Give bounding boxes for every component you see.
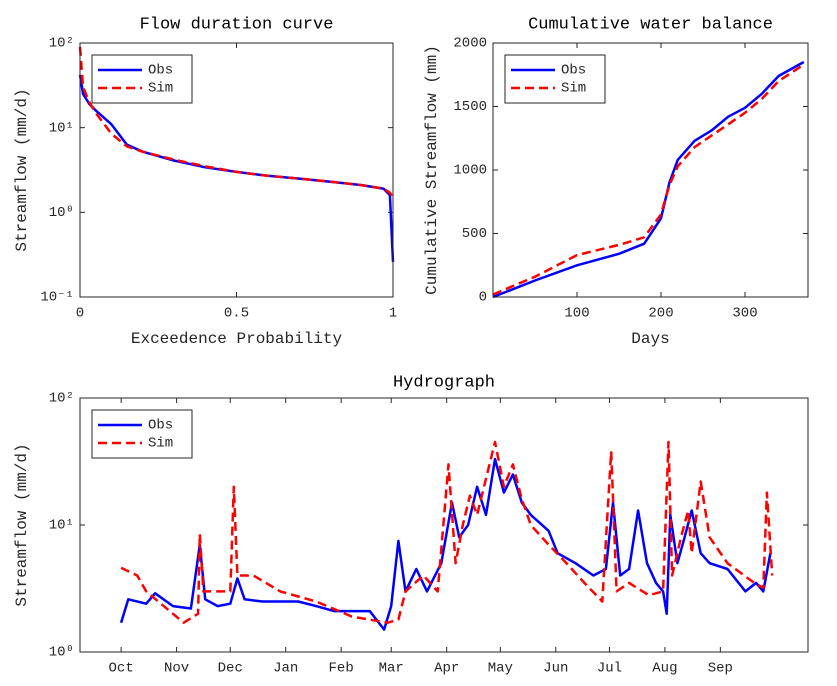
y-axis-label: Streamflow (mm/d) — [13, 443, 31, 606]
y-tick-label: 1500 — [453, 99, 487, 115]
y-tick-label: 10¹ — [49, 120, 74, 136]
x-tick-label: Jun — [543, 661, 568, 677]
series-line — [78, 46, 395, 199]
y-tick-label: 10⁻¹ — [40, 290, 74, 306]
x-tick-label: Feb — [329, 661, 354, 677]
chart-title: Flow duration curve — [140, 15, 334, 34]
legend-label: Sim — [561, 81, 586, 97]
axes-frame — [492, 42, 809, 298]
series-line — [492, 60, 805, 299]
x-tick-label: 0.5 — [224, 306, 249, 322]
legend-label: Sim — [148, 436, 173, 452]
legend-label: Obs — [148, 63, 173, 79]
legend-label: Sim — [148, 81, 173, 97]
legend-label: Obs — [148, 418, 173, 434]
legend-label: Obs — [561, 63, 586, 79]
legend-box — [504, 54, 606, 104]
chart-title: Cumulative water balance — [528, 15, 773, 34]
x-tick-label: 200 — [648, 306, 673, 322]
legend-box — [91, 54, 193, 104]
x-axis-label: Exceedence Probability — [131, 330, 343, 348]
y-tick-label: 0 — [479, 290, 487, 306]
y-tick-label: 10² — [49, 36, 74, 52]
chart-title: Hydrograph — [393, 373, 495, 392]
x-tick-label: 0 — [76, 306, 84, 322]
x-tick-label: May — [488, 661, 513, 677]
y-tick-label: 10⁰ — [49, 645, 74, 661]
x-tick-label: Jul — [597, 661, 622, 677]
x-tick-label: Aug — [652, 661, 677, 677]
x-tick-label: 1 — [389, 306, 397, 322]
y-tick-label: 10⁰ — [49, 205, 74, 221]
x-tick-label: Jan — [273, 661, 298, 677]
y-tick-label: 500 — [462, 226, 487, 242]
y-tick-label: 10² — [49, 391, 74, 407]
x-tick-label: 100 — [564, 306, 589, 322]
x-tick-label: Mar — [379, 661, 404, 677]
y-tick-label: 2000 — [453, 36, 487, 52]
series-line — [120, 440, 774, 624]
x-tick-label: Oct — [109, 661, 134, 677]
axes-frame — [79, 397, 809, 653]
x-tick-label: Sep — [708, 661, 733, 677]
y-tick-label: 1000 — [453, 163, 487, 179]
x-axis-label: Days — [631, 330, 669, 348]
legend-box — [91, 409, 193, 459]
x-tick-label: Dec — [218, 661, 243, 677]
x-tick-label: Nov — [164, 661, 189, 677]
y-tick-label: 10¹ — [49, 518, 74, 534]
axes-frame — [79, 42, 394, 298]
x-tick-label: Apr — [434, 661, 459, 677]
y-axis-label: Cumulative Streamflow (mm) — [423, 45, 441, 295]
series-line — [492, 63, 805, 296]
y-axis-label: Streamflow (mm/d) — [13, 88, 31, 251]
x-tick-label: 300 — [732, 306, 757, 322]
